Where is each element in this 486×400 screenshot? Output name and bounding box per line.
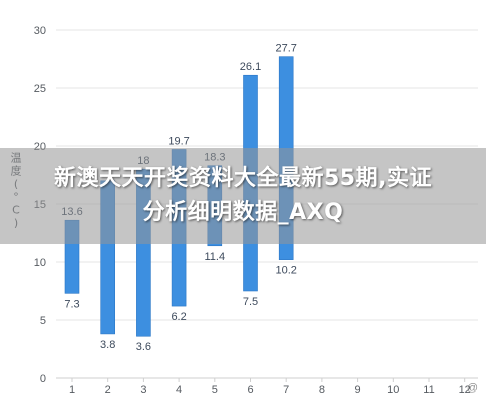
y-tick-label: 30 (34, 25, 46, 37)
y-tick-label: 5 (40, 315, 46, 327)
x-tick-label: 7 (283, 384, 289, 396)
x-tick-label: 1 (69, 384, 75, 396)
x-tick-label: 10 (387, 384, 399, 396)
x-tick-label: 6 (247, 384, 253, 396)
low-value-label: 3.8 (100, 339, 115, 351)
low-value-label: 10.2 (275, 265, 296, 277)
overlay-banner: 新澳天天开奖资料大全最新55期,实证分析细明数据_AXQ (0, 148, 486, 244)
x-tick-label: 11 (423, 384, 434, 396)
high-value-label: 26.1 (240, 61, 261, 73)
low-value-label: 7.5 (243, 296, 258, 308)
high-value-label: 27.7 (275, 43, 296, 55)
y-tick-label: 10 (34, 257, 46, 269)
x-tick-label: 2 (105, 384, 111, 396)
y-tick-label: 25 (34, 83, 46, 95)
low-value-label: 7.3 (64, 298, 79, 310)
x-tick-label: 3 (140, 384, 146, 396)
low-value-label: 6.2 (171, 311, 186, 323)
banner-title: 新澳天天开奖资料大全最新55期,实证分析细明数据_AXQ (54, 166, 432, 225)
x-tick-label: 5 (212, 384, 218, 396)
high-value-label: 19.7 (168, 135, 189, 147)
low-value-label: 3.6 (136, 341, 151, 353)
x-tick-label: 4 (176, 384, 182, 396)
y-tick-label: 0 (40, 373, 46, 385)
x-tick-label: 8 (319, 384, 325, 396)
x-tick-label: 9 (355, 384, 361, 396)
x-tick-label: 12 (459, 384, 471, 396)
low-value-label: 11.4 (205, 251, 226, 263)
watermark: @ (466, 382, 478, 394)
